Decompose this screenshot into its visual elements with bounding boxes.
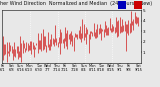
Text: Milwaukee Weather Wind Direction  Normalized and Median  (24 Hours) (New): Milwaukee Weather Wind Direction Normali…: [0, 1, 152, 6]
